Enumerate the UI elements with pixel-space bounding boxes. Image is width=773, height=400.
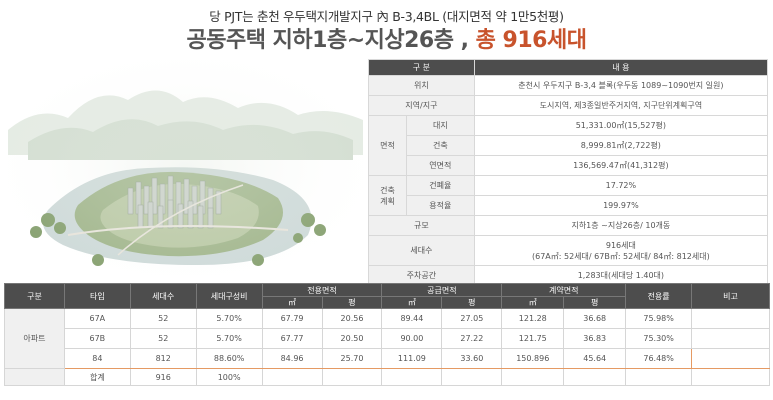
unit-note — [691, 328, 770, 349]
unit-con-pyeong: 36.68 — [563, 308, 627, 329]
title-accent: 총 916세대 — [475, 28, 587, 53]
title-main: 공동주택 지하1층~지상26층 , — [186, 28, 476, 53]
unit-total-spacer — [4, 368, 65, 386]
table-row-total: 합계 916 100% — [4, 368, 770, 386]
unit-head-contract: 계약면적 — [501, 283, 627, 297]
unit-total-count: 916 — [129, 368, 197, 386]
unit-sup-sqm: 89.44 — [381, 308, 443, 329]
unit-ratio: 88.60% — [195, 348, 263, 369]
unit-ex-pyeong: 25.70 — [321, 348, 383, 369]
unit-head-con-pyeong: 평 — [563, 296, 627, 309]
spec-area-group: 면적 — [368, 115, 407, 176]
spec-land-value: 51,331.00㎡(15,527평) — [473, 115, 769, 136]
unit-exclusive-rate: 75.98% — [625, 308, 693, 329]
unit-sup-pyeong: 27.05 — [441, 308, 503, 329]
unit-group-label: 아파트 — [4, 308, 65, 369]
spec-households-label: 세대수 — [368, 235, 475, 266]
spec-building-label: 건축 — [405, 135, 475, 156]
unit-con-pyeong: 45.64 — [563, 348, 627, 369]
unit-type: 67B — [63, 328, 131, 349]
unit-type-table: 구분 타입 세대수 세대구성비 전용면적 공급면적 계약면적 전용률 비고 ㎡ … — [4, 283, 770, 386]
unit-ex-sqm: 67.79 — [261, 308, 323, 329]
spec-building-value: 8,999.81㎡(2,722평) — [473, 135, 769, 156]
unit-sup-pyeong: 27.22 — [441, 328, 503, 349]
unit-head-count: 세대수 — [129, 283, 197, 309]
unit-sup-sqm: 90.00 — [381, 328, 443, 349]
unit-ex-sqm: 67.77 — [261, 328, 323, 349]
table-row: 아파트 67A 52 5.70% 67.79 20.56 89.44 27.05… — [4, 308, 770, 369]
unit-note — [691, 308, 770, 329]
spec-households-breakdown: (67A㎡: 52세대/ 67B㎡: 52세대/ 84㎡: 812세대) — [532, 251, 710, 261]
project-spec-table: 구 분 내 용 위치 춘천시 우두지구 B-3,4 블록(우두동 1089~10… — [368, 59, 769, 286]
spec-far-value: 199.97% — [473, 195, 769, 216]
spec-bcr-value: 17.72% — [473, 175, 769, 196]
unit-sup-sqm: 111.09 — [381, 348, 443, 369]
spec-head-content: 내 용 — [473, 59, 769, 76]
spec-plan-group: 건축 계획 — [368, 175, 407, 216]
unit-head-exclusive-rate: 전용률 — [625, 283, 693, 309]
unit-ratio: 5.70% — [195, 328, 263, 349]
spec-households-total: 916세대 — [605, 240, 636, 250]
unit-exclusive-rate: 75.30% — [625, 328, 693, 349]
site-illustration — [8, 60, 363, 275]
spec-parking-label: 주차공간 — [368, 265, 475, 286]
unit-head-sup-sqm: ㎡ — [381, 296, 443, 309]
unit-head-category: 구분 — [4, 283, 65, 309]
spec-zone-label: 지역/지구 — [368, 95, 475, 116]
unit-count: 812 — [129, 348, 197, 369]
unit-head-ex-pyeong: 평 — [321, 296, 383, 309]
unit-ex-sqm: 84.96 — [261, 348, 323, 369]
spec-land-label: 대지 — [405, 115, 475, 136]
table-row: 67B 52 5.70% 67.77 20.50 90.00 27.22 121… — [5, 328, 770, 349]
unit-head-con-sqm: ㎡ — [501, 296, 565, 309]
spec-bcr-label: 건폐율 — [405, 175, 475, 196]
table-row-highlighted: 84 812 88.60% 84.96 25.70 111.09 33.60 1… — [5, 348, 770, 369]
unit-con-sqm: 121.28 — [501, 308, 565, 329]
unit-count: 52 — [129, 308, 197, 329]
unit-head-sup-pyeong: 평 — [441, 296, 503, 309]
unit-ex-pyeong: 20.50 — [321, 328, 383, 349]
spec-scale-label: 규모 — [368, 215, 475, 236]
spec-scale-value: 지하1층 ~지상26층/ 10개동 — [473, 215, 769, 236]
unit-head-exclusive: 전용면적 — [261, 283, 383, 297]
spec-floor-value: 136,569.47㎡(41,312평) — [473, 155, 769, 176]
unit-type: 84 — [63, 348, 131, 369]
spec-far-label: 용적율 — [405, 195, 475, 216]
unit-exclusive-rate: 76.48% — [625, 348, 693, 369]
spec-plan-group-line2: 계획 — [380, 196, 395, 206]
unit-total-label: 합계 — [63, 368, 131, 386]
spec-head-category: 구 분 — [368, 59, 475, 76]
unit-type: 67A — [63, 308, 131, 329]
spec-plan-group-line1: 건축 — [380, 185, 395, 195]
unit-note — [691, 348, 770, 369]
spec-location-label: 위치 — [368, 75, 475, 96]
unit-head-supply: 공급면적 — [381, 283, 503, 297]
spec-floor-label: 연면적 — [405, 155, 475, 176]
unit-count: 52 — [129, 328, 197, 349]
unit-total-ratio: 100% — [195, 368, 263, 386]
unit-ex-pyeong: 20.56 — [321, 308, 383, 329]
unit-head-ex-sqm: ㎡ — [261, 296, 323, 309]
spec-zone-value: 도시지역, 제3종일반주거지역, 지구단위계획구역 — [473, 95, 769, 116]
unit-con-pyeong: 36.83 — [563, 328, 627, 349]
project-subtitle: 당 PJT는 춘천 우두택지개발지구 內 B-3,4BL (대지면적 약 1만5… — [209, 9, 564, 24]
spec-location-value: 춘천시 우두지구 B-3,4 블록(우두동 1089~1090번지 일원) — [473, 75, 769, 96]
unit-ratio: 5.70% — [195, 308, 263, 329]
unit-con-sqm: 121.75 — [501, 328, 565, 349]
unit-con-sqm: 150.896 — [501, 348, 565, 369]
unit-head-type: 타입 — [63, 283, 131, 309]
spec-households-value: 916세대 (67A㎡: 52세대/ 67B㎡: 52세대/ 84㎡: 812세대… — [473, 235, 769, 266]
project-title: 공동주택 지하1층~지상26층 , 총 916세대 — [0, 22, 773, 54]
unit-head-ratio: 세대구성비 — [195, 283, 263, 309]
unit-sup-pyeong: 33.60 — [441, 348, 503, 369]
unit-head-note: 비고 — [691, 283, 770, 309]
